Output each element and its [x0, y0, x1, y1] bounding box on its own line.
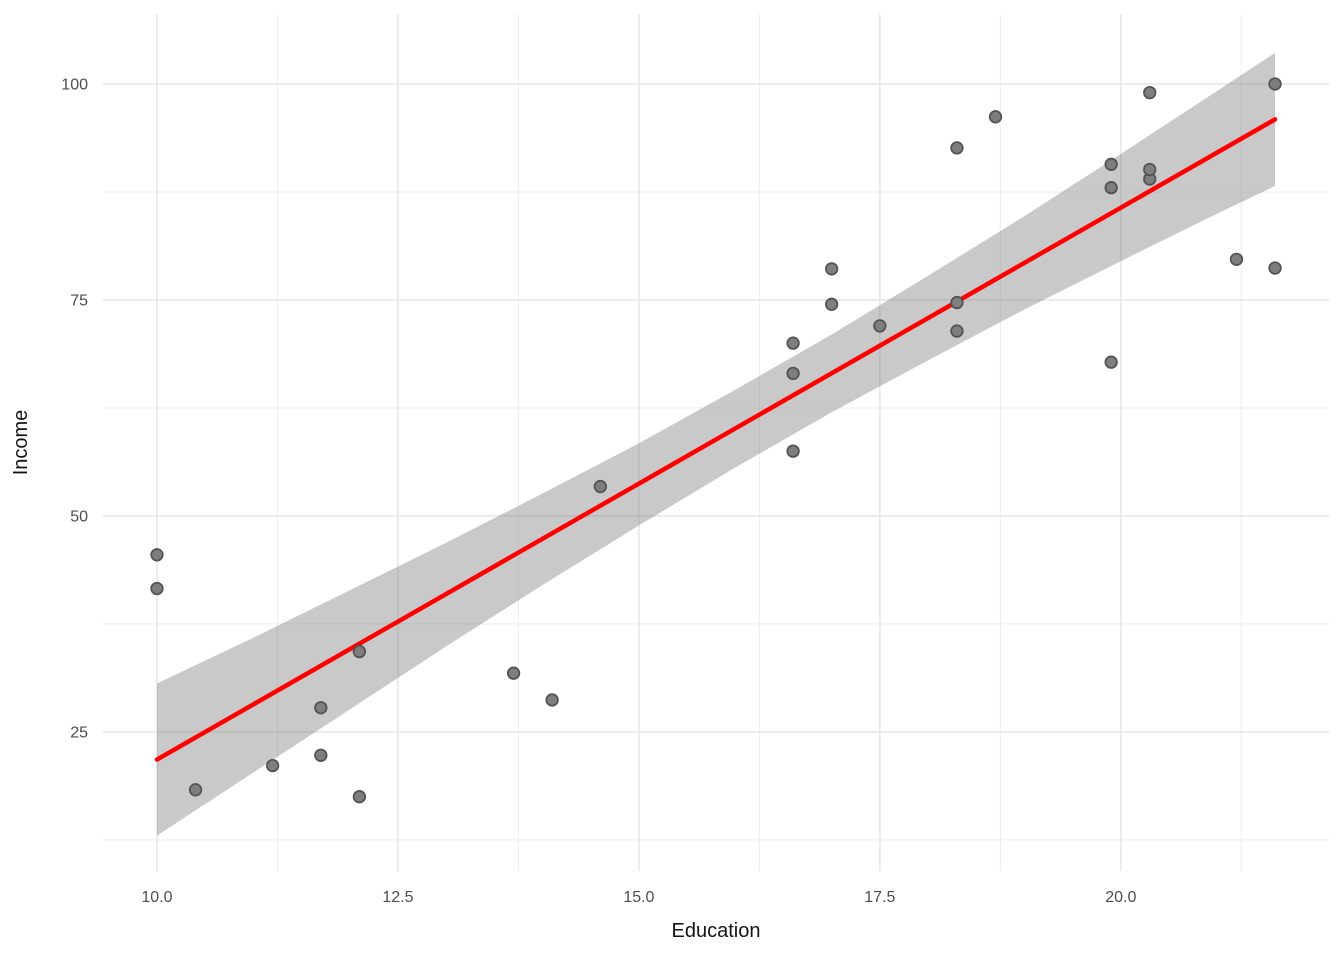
data-point — [950, 295, 964, 310]
data-point — [265, 758, 280, 773]
minor-gridlines — [103, 14, 1329, 871]
data-point — [950, 324, 964, 338]
data-point — [950, 141, 964, 155]
y-axis-tick-labels: 25 50 75 100 — [61, 76, 88, 741]
data-point — [1143, 85, 1157, 100]
data-point — [786, 336, 800, 350]
data-point — [873, 319, 887, 333]
data-point — [506, 666, 521, 680]
data-point — [593, 479, 607, 494]
x-tick-label: 12.5 — [382, 889, 413, 906]
y-tick-label: 75 — [70, 292, 88, 309]
data-point — [1104, 180, 1118, 195]
data-point — [150, 548, 164, 562]
data-point — [786, 444, 800, 458]
data-point — [314, 701, 328, 715]
data-point — [352, 790, 367, 804]
data-point — [988, 110, 1003, 124]
x-tick-label: 17.5 — [864, 889, 895, 906]
data-point — [825, 262, 839, 276]
y-tick-label: 100 — [61, 76, 88, 93]
scatter-points — [150, 77, 1282, 804]
confidence-band — [156, 52, 1276, 836]
major-gridlines — [103, 14, 1329, 871]
data-point — [1104, 157, 1118, 171]
regression-line — [154, 117, 1278, 762]
data-point — [786, 366, 800, 381]
data-point — [150, 581, 164, 596]
data-point — [352, 644, 367, 659]
data-point — [1229, 252, 1244, 267]
data-point — [1268, 261, 1282, 275]
x-tick-label: 15.0 — [623, 889, 654, 906]
data-point — [825, 297, 839, 311]
data-point — [1143, 162, 1157, 177]
data-point — [188, 783, 203, 797]
y-tick-label: 25 — [70, 724, 88, 741]
x-axis-title: Education — [672, 920, 761, 942]
x-axis-tick-labels: 10.0 12.5 15.0 17.5 20.0 — [141, 889, 1136, 906]
x-tick-label: 10.0 — [141, 889, 172, 906]
data-point — [1268, 77, 1282, 91]
y-axis-title: Income — [10, 410, 32, 476]
x-tick-label: 20.0 — [1105, 889, 1136, 906]
data-point — [1104, 355, 1118, 369]
data-point — [314, 748, 328, 762]
data-point — [545, 693, 559, 707]
y-tick-label: 50 — [70, 508, 88, 525]
